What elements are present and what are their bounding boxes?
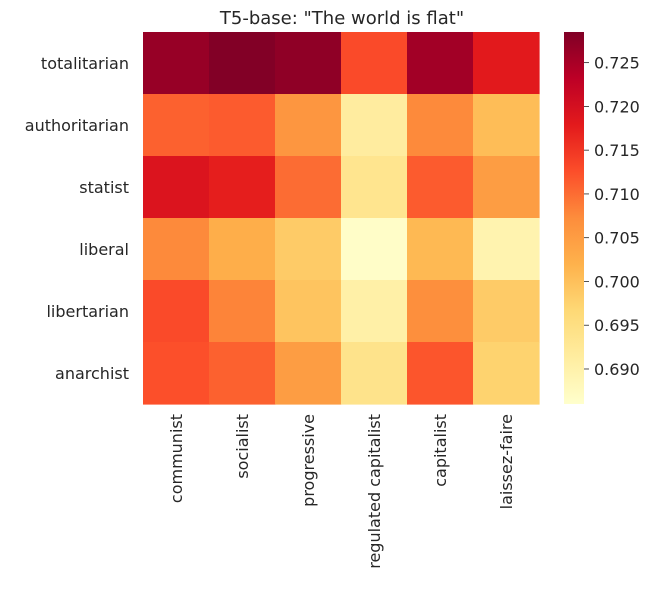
heatmap-cell [143, 280, 210, 343]
heatmap-cell [407, 280, 474, 343]
colorbar-tick-label: 0.695 [594, 316, 640, 335]
colorbar-tick-labels: 0.690 0.695 0.700 0.705 0.710 0.715 0.720 0.725 [584, 54, 640, 379]
x-tick-label: socialist [233, 414, 252, 479]
x-tick-label: regulated capitalist [365, 414, 384, 569]
x-tick-label: progressive [299, 414, 318, 507]
heatmap-cell [209, 218, 276, 281]
heatmap-cell [275, 32, 342, 95]
colorbar-tick-label: 0.700 [594, 272, 640, 291]
heatmap-cell [341, 94, 408, 157]
heatmap-cell [473, 342, 540, 405]
heatmap-cell [407, 32, 474, 95]
colorbar-tick-label: 0.725 [594, 54, 640, 73]
heatmap-cell [341, 342, 408, 405]
colorbar-tick-label: 0.705 [594, 229, 640, 248]
heatmap-cell [473, 218, 540, 281]
heatmap-cell [407, 342, 474, 405]
heatmap-cell [209, 280, 276, 343]
heatmap-cell [473, 156, 540, 219]
heatmap-cell [341, 32, 408, 95]
heatmap-cell [407, 94, 474, 157]
y-tick-labels: totalitarian authoritarian statist liberal l… [25, 54, 129, 383]
heatmap-cell [143, 218, 210, 281]
heatmap-cell [143, 156, 210, 219]
heatmap-cell [275, 94, 342, 157]
chart-title: T5-base: "The world is flat" [219, 8, 464, 29]
heatmap-cell [275, 280, 342, 343]
colorbar-tick-label: 0.715 [594, 141, 640, 160]
colorbar-tick-label: 0.710 [594, 185, 640, 204]
heatmap-cell [209, 156, 276, 219]
colorbar-tick-label: 0.720 [594, 97, 640, 116]
heatmap-cell [275, 342, 342, 405]
y-tick-label: anarchist [55, 364, 129, 383]
heatmap-cell [473, 94, 540, 157]
heatmap-cell [209, 32, 276, 95]
x-tick-label: capitalist [431, 414, 450, 487]
heatmap-cell [143, 342, 210, 405]
heatmap-cell [407, 218, 474, 281]
y-tick-label: libertarian [46, 302, 129, 321]
heatmap-cell [407, 156, 474, 219]
heatmap-cell [341, 280, 408, 343]
heatmap-cell [473, 280, 540, 343]
colorbar-tick-label: 0.690 [594, 360, 640, 379]
heatmap-cells [143, 32, 540, 405]
heatmap-cell [275, 156, 342, 219]
colorbar [564, 32, 584, 404]
y-tick-label: statist [79, 178, 129, 197]
y-tick-label: authoritarian [25, 116, 129, 135]
heatmap-cell [341, 218, 408, 281]
heatmap-cell [143, 32, 210, 95]
heatmap-cell [209, 94, 276, 157]
heatmap-cell [209, 342, 276, 405]
x-tick-labels: communist socialist progressive regulated c… [167, 414, 516, 569]
y-tick-label: liberal [79, 240, 129, 259]
heatmap-cell [341, 156, 408, 219]
y-tick-label: totalitarian [41, 54, 129, 73]
heatmap-cell [275, 218, 342, 281]
x-tick-label: communist [167, 414, 186, 503]
heatmap-cell [473, 32, 540, 95]
x-tick-label: laissez-faire [497, 414, 516, 509]
heatmap-cell [143, 94, 210, 157]
